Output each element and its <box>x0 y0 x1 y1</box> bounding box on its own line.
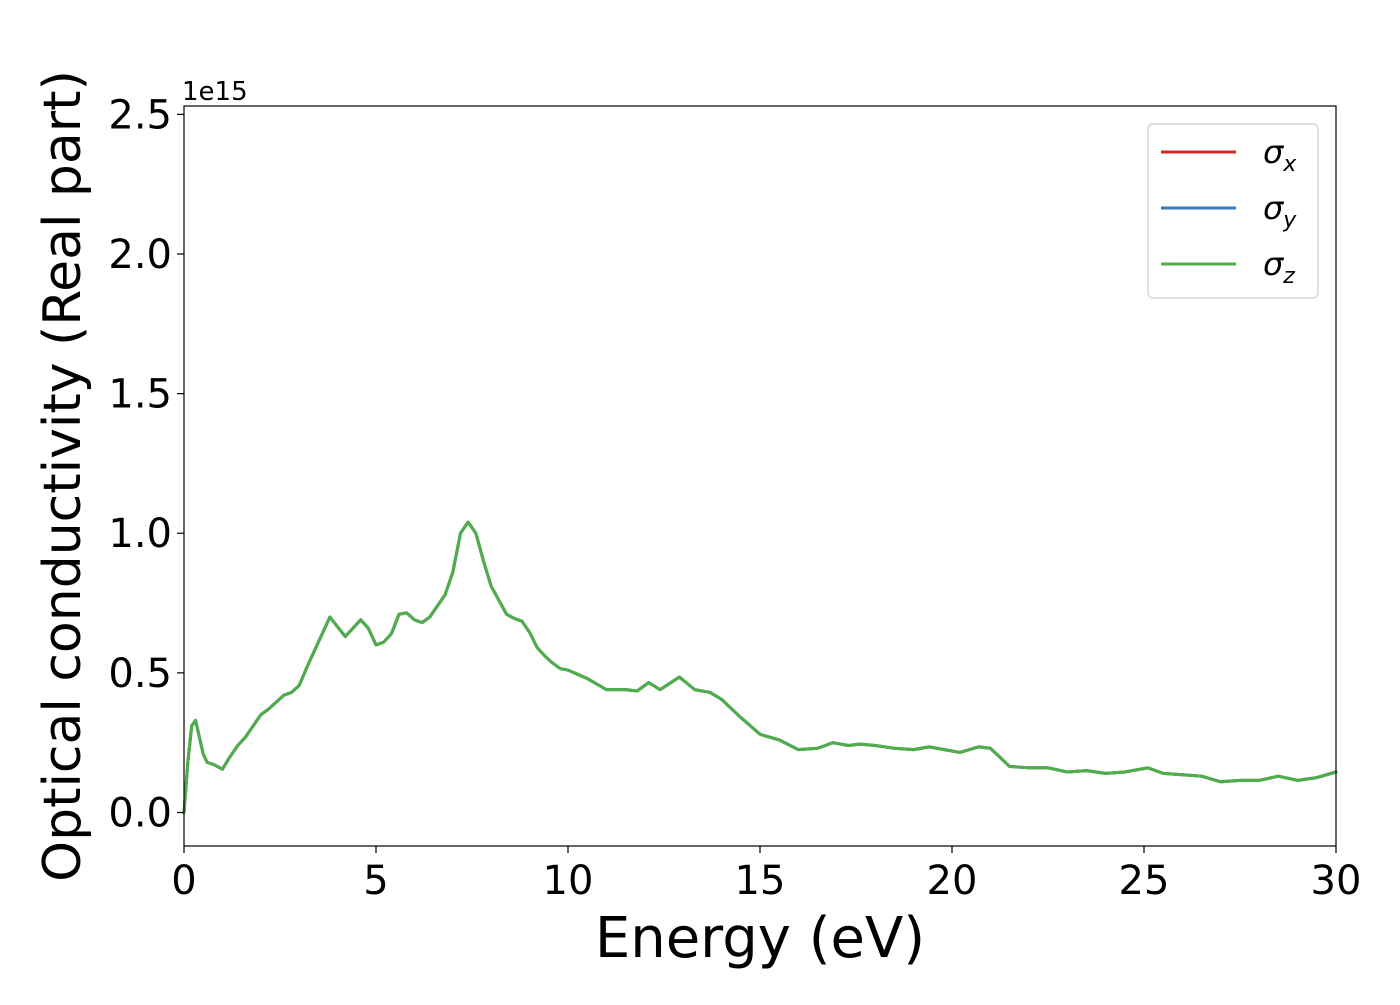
legend-frame <box>1147 123 1319 299</box>
series-layer <box>182 520 1338 814</box>
y-tick-label: 2.5 <box>108 92 172 138</box>
series-line-y <box>182 520 1338 814</box>
series-line-z <box>182 520 1338 814</box>
x-tick-label: 10 <box>543 858 594 904</box>
y-axis-label: Optical conductivity (Real part) <box>33 70 93 882</box>
y-axis: 0.0 0.5 1.0 1.5 2.0 2.5 <box>108 92 184 836</box>
x-tick-label: 5 <box>363 858 388 904</box>
x-tick-label: 25 <box>1119 858 1170 904</box>
y-tick-label: 1.0 <box>108 511 172 557</box>
x-axis: 0 5 10 15 20 25 30 <box>171 846 1361 904</box>
series-line-x <box>182 520 1338 814</box>
legend-label-z: σz <box>1263 245 1295 289</box>
y-offset-label: 1e15 <box>182 77 248 107</box>
x-tick-label: 0 <box>171 858 196 904</box>
x-tick-label: 20 <box>927 858 978 904</box>
y-tick-label: 0.0 <box>108 790 172 836</box>
y-tick-label: 0.5 <box>108 651 172 697</box>
x-tick-label: 30 <box>1311 858 1362 904</box>
x-axis-label: Energy (eV) <box>595 906 925 971</box>
x-tick-label: 15 <box>735 858 786 904</box>
y-tick-label: 1.5 <box>108 372 172 418</box>
y-tick-label: 2.0 <box>108 232 172 278</box>
